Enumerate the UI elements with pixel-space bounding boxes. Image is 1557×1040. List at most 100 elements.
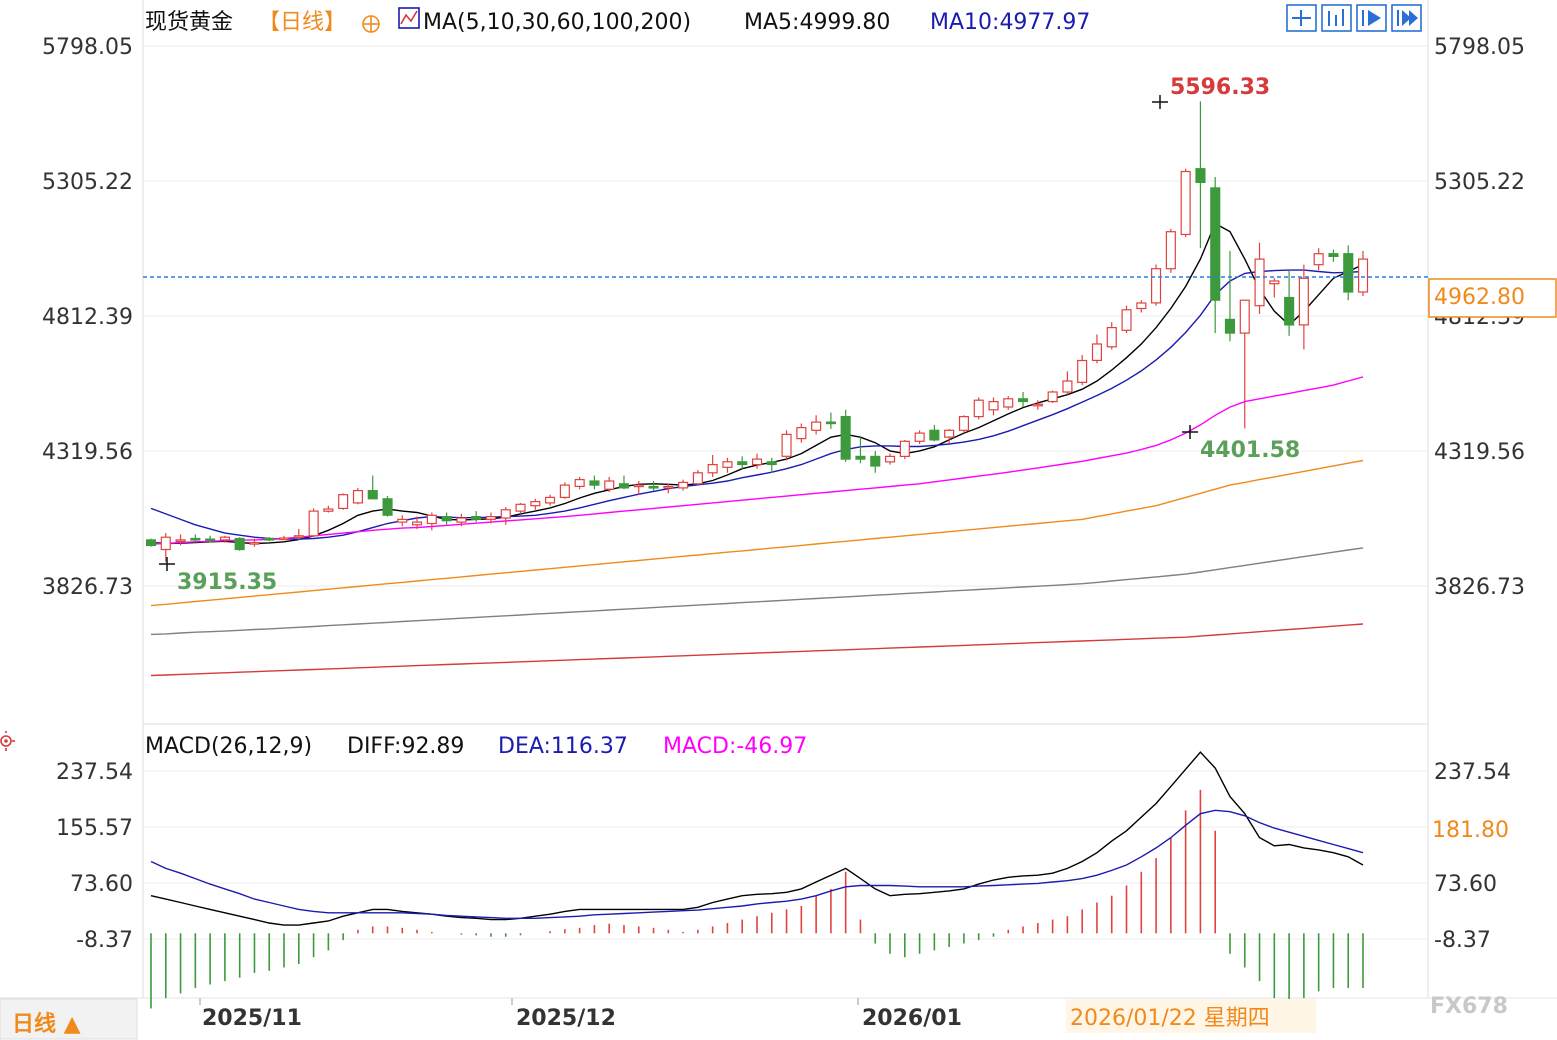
candle-body: [1077, 359, 1088, 383]
candle-body: [544, 496, 556, 504]
macd-plot: [150, 751, 1364, 1009]
ma-line-ma30: [150, 376, 1364, 545]
macd-tick-right: -8.37: [1434, 928, 1491, 953]
candle-body: [618, 483, 629, 489]
candle-body: [914, 432, 925, 442]
moving-average-lines: [150, 222, 1364, 677]
macd-tick-left: 73.60: [70, 872, 133, 897]
candle-body: [1003, 398, 1014, 408]
candle-body: [338, 494, 349, 510]
candle-body: [1254, 258, 1265, 307]
macd-settings-icon[interactable]: [0, 731, 15, 751]
macd-tick-right: 237.54: [1434, 760, 1511, 785]
ma10-label: MA10:4977.97: [930, 10, 1090, 35]
candle-body: [1343, 253, 1354, 293]
ma-line-ma100: [150, 547, 1364, 636]
toolbar-play-icon[interactable]: [1356, 4, 1387, 32]
crosshair-add-icon[interactable]: [362, 15, 380, 33]
indicator-chart-icon[interactable]: [398, 7, 420, 29]
dea-label: DEA:116.37: [498, 734, 628, 759]
price-tick-right: 5305.22: [1434, 170, 1525, 195]
candle-body: [308, 510, 319, 537]
price-tick-left: 5798.05: [42, 35, 133, 60]
candle-body: [1269, 280, 1280, 285]
candle-body: [840, 416, 851, 460]
low-marker: [1182, 425, 1198, 439]
frames: [0, 0, 1557, 999]
candle-body: [367, 490, 378, 500]
price-tick-left: 4319.56: [42, 440, 133, 465]
candle-body: [1017, 398, 1029, 403]
candle-body: [811, 421, 822, 431]
date-axis: 2025/11 2025/12 2026/01 2026/01/22 星期四: [199, 998, 1316, 1033]
candle-body: [958, 416, 969, 431]
period-tag[interactable]: 【日线】: [258, 10, 346, 35]
macd-value-label: MACD:-46.97: [663, 734, 807, 759]
candle-body: [1165, 231, 1176, 270]
candle-body: [825, 421, 836, 425]
price-tick-right: 5798.05: [1434, 35, 1525, 60]
candle-body: [796, 427, 807, 440]
candle-body: [781, 433, 792, 457]
candle-body: [1298, 277, 1309, 326]
candle-body: [648, 485, 659, 489]
date-label: 2025/12: [516, 1006, 616, 1031]
candle-body: [441, 515, 452, 522]
toolbar-forward-icon[interactable]: [1391, 4, 1422, 32]
candle-body: [293, 535, 304, 538]
candle-body: [485, 515, 496, 520]
dea-line: [150, 809, 1364, 919]
date-label: 2026/01: [862, 1006, 962, 1031]
candle-body: [1239, 299, 1250, 334]
diff-label: DIFF:92.89: [347, 734, 464, 759]
candle-body: [160, 536, 171, 551]
cursor-date-label: 2026/01/22 星期四: [1070, 1006, 1270, 1031]
ma-label: MA(5,10,30,60,100,200): [423, 10, 691, 35]
candle-body: [352, 490, 363, 504]
toolbar-grid-icon[interactable]: [1286, 4, 1317, 32]
candle-body: [973, 399, 984, 418]
price-tick-left: 5305.22: [42, 170, 133, 195]
candle-body: [323, 508, 334, 512]
candle-body: [722, 461, 733, 468]
candle-body: [899, 440, 910, 457]
candle-body: [1047, 391, 1058, 403]
candle-body: [766, 461, 777, 466]
candle-body: [751, 458, 763, 466]
current-price-value: 4962.80: [1434, 285, 1525, 310]
ma-line-ma200: [150, 623, 1364, 677]
ma5-label: MA5:4999.80: [744, 10, 890, 35]
candle-body: [678, 481, 689, 489]
candle-body: [663, 485, 674, 489]
candle-body: [559, 484, 570, 499]
date-label: 2025/11: [202, 1006, 302, 1031]
candle-body: [1121, 309, 1132, 331]
period-button[interactable]: 日线 ▲: [0, 998, 138, 1040]
low-price-label-2: 3915.35: [177, 570, 277, 595]
candle-body: [264, 537, 275, 541]
watermark: FX678: [1430, 994, 1508, 1019]
toolbar-bars-icon[interactable]: [1321, 4, 1352, 32]
candle-body: [1062, 380, 1073, 393]
macd-label: MACD(26,12,9): [145, 734, 312, 759]
ma-line-ma5: [150, 222, 1364, 545]
candle-body: [574, 479, 585, 488]
diff-line: [150, 751, 1364, 926]
candle-body: [884, 455, 896, 463]
gridlines: [143, 45, 1428, 940]
candle-body: [604, 480, 615, 490]
candle-body: [175, 539, 186, 543]
candle-body: [279, 537, 290, 541]
candle-body: [471, 515, 482, 520]
macd-tick-right: 73.60: [1434, 872, 1497, 897]
candle-body: [737, 461, 748, 466]
candle-body: [1357, 258, 1369, 293]
macd-tick-left: 155.57: [56, 816, 133, 841]
candle-body: [633, 484, 644, 488]
candle-body: [855, 455, 866, 460]
candle-body: [1195, 168, 1206, 183]
macd-axis-left: 237.54 155.57 73.60 -8.37: [56, 760, 133, 953]
current-price-tag: 4962.80: [1428, 278, 1557, 318]
candle-body: [515, 503, 526, 512]
candle-body: [1284, 296, 1295, 326]
